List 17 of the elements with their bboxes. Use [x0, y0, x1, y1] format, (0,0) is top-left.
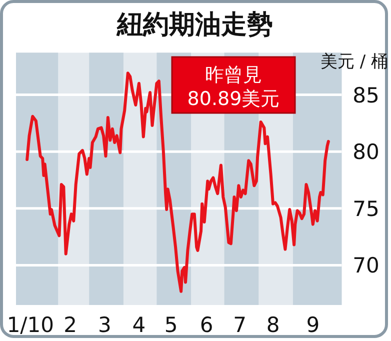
- x-tick-label: 9: [306, 313, 320, 337]
- x-tick-label: 2: [64, 313, 77, 337]
- y-axis-title: 美元 / 桶: [320, 52, 388, 72]
- y-tick-label: 80: [352, 140, 380, 164]
- x-tick-label: 3: [98, 313, 112, 337]
- y-tick-label: 85: [352, 83, 380, 108]
- y-tick-label: 75: [352, 196, 380, 221]
- y-tick-label: 70: [352, 254, 380, 278]
- annotation: 80.89美元: [187, 88, 280, 110]
- x-tick-label: 5: [164, 313, 178, 337]
- x-tick-label: 6: [200, 313, 214, 337]
- x-tick-label: 4: [132, 313, 146, 337]
- annotation: 昨曾見: [205, 64, 262, 86]
- x-tick-label: 7: [233, 313, 246, 337]
- chart-title: 紐約期油走勢: [116, 10, 273, 40]
- x-tick-label: 1/10: [6, 313, 54, 337]
- x-tick-label: 8: [266, 313, 280, 337]
